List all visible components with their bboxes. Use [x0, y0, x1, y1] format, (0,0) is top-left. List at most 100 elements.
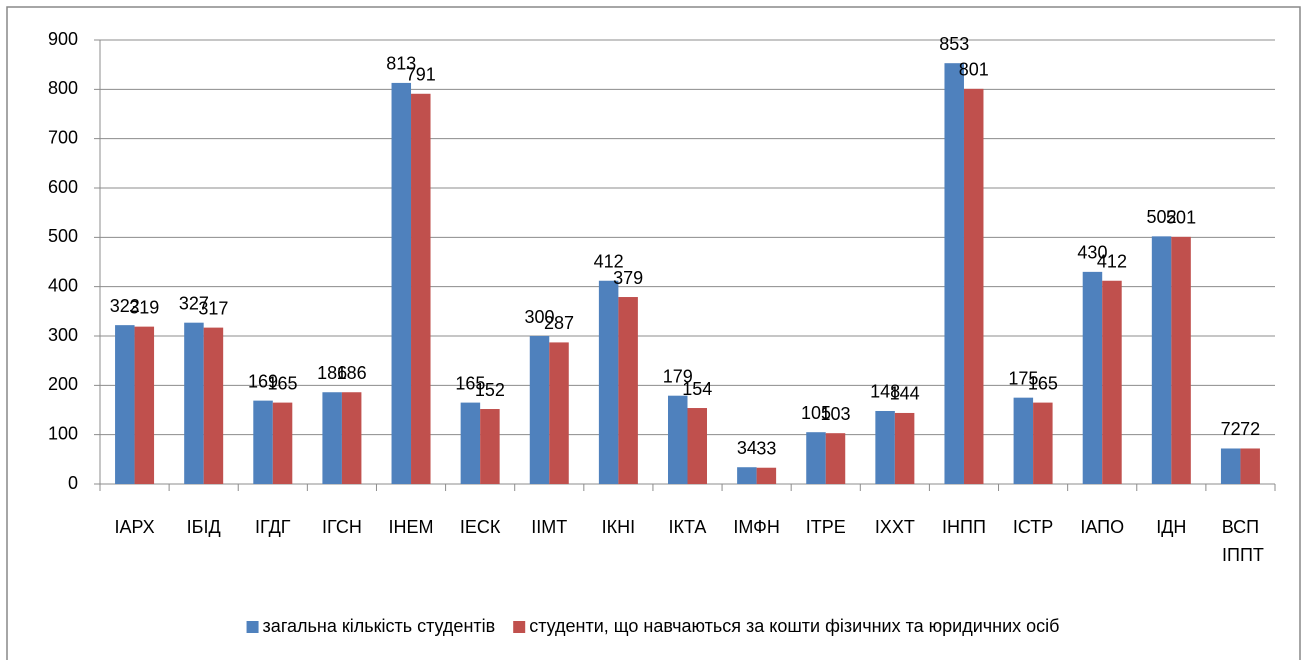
y-tick-label: 700	[48, 127, 78, 147]
data-label: 186	[317, 363, 347, 383]
data-label: 379	[613, 268, 643, 288]
data-label: 317	[198, 298, 228, 318]
y-tick-label: 900	[48, 29, 78, 49]
bar	[668, 395, 688, 484]
bar	[253, 400, 273, 484]
data-label: 179	[663, 366, 693, 386]
y-tick-label: 0	[68, 473, 78, 493]
bar	[134, 326, 155, 484]
data-label: 801	[959, 60, 989, 80]
bar	[963, 88, 984, 484]
legend-label: студенти, що навчаються за кошти фізични…	[529, 616, 1059, 636]
data-label: 327	[179, 293, 209, 313]
data-label: 103	[820, 404, 850, 424]
data-label: 791	[406, 65, 436, 85]
bar	[322, 392, 342, 484]
data-label: 165	[1028, 373, 1058, 393]
bar	[618, 297, 638, 484]
bar	[1240, 448, 1260, 484]
data-label: 287	[544, 313, 574, 333]
bar	[529, 336, 550, 484]
y-tick-label: 200	[48, 374, 78, 394]
bar	[272, 402, 293, 484]
data-label: 152	[475, 380, 505, 400]
bar	[687, 408, 707, 484]
data-label: 412	[1097, 251, 1127, 271]
bar	[549, 342, 569, 484]
bar	[203, 327, 224, 484]
bar	[944, 63, 964, 484]
bar	[894, 412, 915, 484]
y-tick-label: 300	[48, 325, 78, 345]
bar	[1033, 402, 1053, 484]
bar	[825, 433, 846, 484]
data-label: 502	[1147, 207, 1177, 227]
bar	[115, 325, 135, 484]
bar	[756, 467, 777, 484]
x-tick-label: ІКНІ	[602, 517, 636, 537]
bar	[480, 409, 500, 484]
bar	[598, 280, 619, 484]
bar	[460, 402, 481, 484]
x-tick-label: ІЕСК	[460, 517, 501, 537]
data-label: 165	[268, 373, 298, 393]
y-tick-label: 800	[48, 78, 78, 98]
bar	[737, 467, 757, 484]
y-tick-label: 500	[48, 226, 78, 246]
bar	[391, 82, 412, 485]
x-tick-label: ІБІД	[187, 517, 221, 537]
data-label: 813	[386, 54, 416, 74]
data-label: 186	[337, 363, 367, 383]
data-label: 105	[801, 403, 831, 423]
bar	[341, 392, 362, 484]
bar	[411, 93, 431, 485]
bar	[1151, 236, 1172, 484]
x-tick-label: ІГДГ	[255, 517, 291, 537]
bar	[184, 322, 204, 484]
x-tick-label: ІДН	[1156, 517, 1186, 537]
legend-swatch	[513, 621, 526, 633]
data-label: 144	[890, 384, 920, 404]
data-label: 319	[129, 297, 159, 317]
legend-swatch	[246, 621, 259, 633]
data-label: 34	[737, 438, 757, 458]
x-tick-label: ІСТР	[1013, 517, 1053, 537]
data-label: 33	[756, 438, 776, 458]
y-tick-label: 100	[48, 423, 78, 443]
chart-frame	[6, 6, 1301, 660]
legend-label: загальна кількість студентів	[263, 616, 496, 636]
data-label: 853	[939, 34, 969, 54]
legend: загальна кількість студентів студенти, що…	[246, 616, 1059, 636]
y-tick-label: 600	[48, 177, 78, 197]
x-tick-label: ІНЕМ	[389, 517, 434, 537]
data-label: 300	[524, 307, 554, 327]
data-label: 501	[1166, 208, 1196, 228]
x-tick-label: ІКТА	[669, 517, 707, 537]
x-tick-label: ІАПО	[1080, 517, 1124, 537]
bar	[875, 410, 895, 484]
data-label: 430	[1077, 243, 1107, 263]
data-label: 72	[1221, 419, 1241, 439]
data-label: 72	[1240, 419, 1260, 439]
bar	[1082, 271, 1103, 484]
x-tick-label: ІГСН	[322, 517, 362, 537]
x-tick-label: ІАРХ	[114, 517, 154, 537]
x-tick-label: ВСП ІППТ	[1217, 517, 1264, 565]
data-label: 154	[682, 379, 712, 399]
data-label: 169	[248, 371, 278, 391]
x-tick-label: ІХХТ	[875, 517, 915, 537]
bar	[806, 432, 826, 484]
x-tick-label: ІМФН	[733, 517, 779, 537]
bar	[1013, 397, 1034, 484]
bar	[1171, 236, 1191, 484]
x-tick-label: ІТРЕ	[806, 517, 846, 537]
x-tick-label: ІНПП	[942, 517, 986, 537]
data-label: 175	[1008, 368, 1038, 388]
bar	[1102, 280, 1122, 484]
data-label: 412	[594, 251, 624, 271]
x-tick-label: ІІМТ	[531, 517, 567, 537]
bar	[1220, 448, 1241, 484]
y-tick-label: 400	[48, 275, 78, 295]
